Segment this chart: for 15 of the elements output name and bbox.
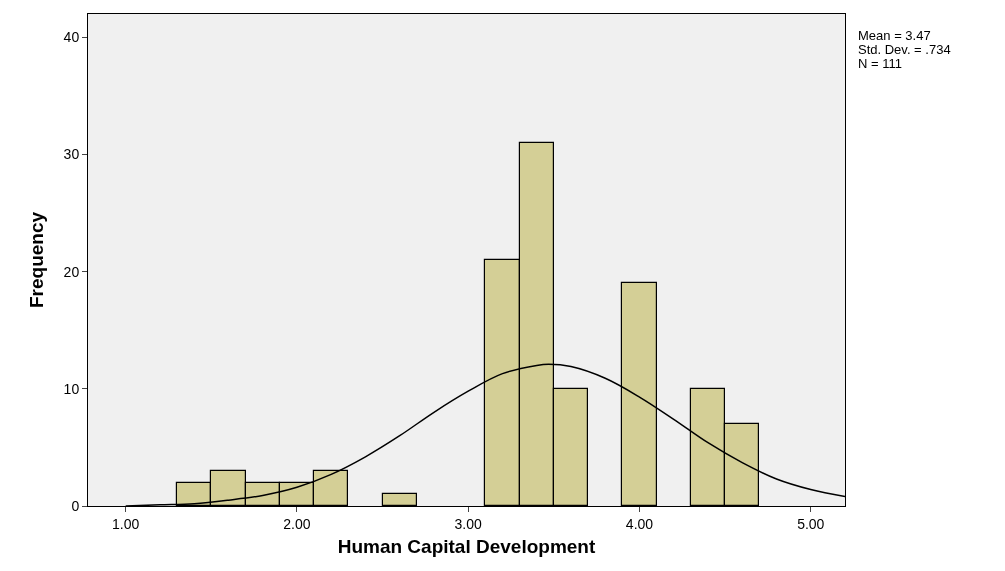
x-tick-label: 5.00 <box>797 515 825 532</box>
text: N = 111 <box>858 56 902 71</box>
y-tick-label: 40 <box>63 29 80 46</box>
y-tick-label: 0 <box>71 497 80 514</box>
x-axis-title: Human Capital Development <box>337 535 596 557</box>
y-axis-title: Frequency <box>26 211 48 309</box>
y-tick-label: 10 <box>63 380 80 397</box>
text: Std. Dev. = .734 <box>858 42 951 57</box>
x-tick-label: 3.00 <box>454 515 483 532</box>
x-tick-label: 1.00 <box>112 515 140 532</box>
y-tick-label: 30 <box>63 146 80 163</box>
text: Mean = 3.47 <box>858 28 931 43</box>
y-tick-label: 20 <box>63 263 80 280</box>
x-tick-label: 2.00 <box>283 515 311 532</box>
x-tick-label: 4.00 <box>625 515 654 532</box>
